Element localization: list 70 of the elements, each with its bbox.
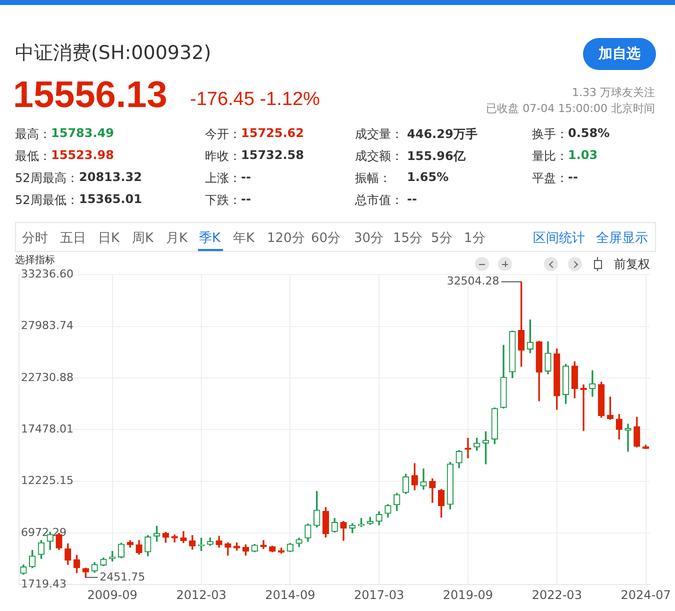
- text: 155.96亿: [407, 148, 466, 165]
- text: 昨收：: [205, 148, 241, 165]
- y-tick-label: 22730.88: [21, 370, 74, 384]
- y-tick-label: 27983.74: [21, 319, 74, 332]
- text: 60分: [311, 230, 341, 247]
- chart-title: 中证消费(SH:000932): [15, 41, 212, 66]
- text: 振幅：: [355, 170, 391, 187]
- text: 成交额：: [355, 148, 403, 165]
- annotation: 2451.75: [100, 570, 146, 584]
- y-tick-label: 17478.01: [21, 422, 74, 436]
- text: 成交量：: [355, 126, 403, 143]
- text: 已收盘 07-04 15:00:00 北京时间: [486, 101, 655, 116]
- text: 15783.49: [51, 126, 114, 140]
- text: 5分: [431, 230, 452, 247]
- text: 区间统计: [533, 230, 585, 247]
- text: 总市值：: [355, 192, 403, 209]
- text: --: [241, 192, 251, 206]
- text: 1.33 万球友关注: [572, 85, 655, 100]
- text: 年K: [233, 230, 255, 247]
- text: 五日: [60, 230, 86, 247]
- text: 月K: [166, 230, 188, 247]
- text: 日K: [98, 230, 120, 247]
- text: 446.29万手: [407, 126, 478, 143]
- y-tick-label: 33236.60: [21, 267, 74, 280]
- text: 前复权: [614, 256, 650, 273]
- text: 上涨：: [205, 170, 241, 187]
- text: 周K: [132, 230, 154, 247]
- text: 分时: [22, 230, 48, 247]
- text: 15732.58: [241, 148, 304, 162]
- text: 20813.32: [79, 170, 142, 184]
- text: 1.03: [568, 148, 598, 162]
- text: 最高：: [15, 126, 51, 143]
- x-tick-label: 2017-03: [354, 588, 404, 602]
- text: 15分: [393, 230, 423, 247]
- text: 全屏显示: [596, 230, 648, 247]
- text: 下跌：: [205, 192, 241, 209]
- text: 今开：: [205, 126, 241, 143]
- text: 52周最低：: [15, 192, 78, 209]
- text: 量比：: [532, 148, 568, 165]
- text: 选择指标: [15, 254, 55, 267]
- text: 15365.01: [79, 192, 142, 206]
- text: 30分: [354, 230, 384, 247]
- text: 15523.98: [51, 148, 114, 162]
- text: 平盘：: [532, 170, 568, 187]
- x-tick-label: 2024-07: [620, 588, 671, 602]
- x-tick-label: 2012-03: [176, 588, 226, 602]
- x-tick-label: 2014-09: [265, 588, 316, 602]
- y-tick-label: 12225.15: [21, 474, 74, 488]
- x-tick-label: 2022-03: [532, 588, 582, 602]
- candlestick: [589, 370, 596, 397]
- text: 季K: [199, 230, 221, 247]
- x-tick-label: 2009-09: [87, 588, 138, 602]
- text: 120分: [267, 230, 305, 247]
- text: 换手：: [532, 126, 568, 143]
- text: 0.58%: [568, 126, 610, 140]
- text: 最低：: [15, 148, 51, 165]
- text: -176.45 -1.12%: [190, 89, 320, 111]
- text: 15725.62: [241, 126, 304, 140]
- chart-subtitle: 15556.13: [13, 74, 168, 116]
- y-tick-label: 1719.43: [21, 577, 66, 590]
- text: 加自选: [583, 38, 656, 70]
- text: --: [407, 192, 417, 206]
- x-tick-label: 2019-09: [442, 588, 494, 602]
- text: --: [568, 170, 578, 184]
- text: 1分: [464, 230, 486, 247]
- candlestick: [420, 468, 427, 490]
- text: 1.65%: [407, 170, 449, 184]
- text: --: [241, 170, 251, 184]
- annotation: 32504.28: [446, 274, 500, 288]
- text: 52周最高：: [15, 170, 78, 187]
